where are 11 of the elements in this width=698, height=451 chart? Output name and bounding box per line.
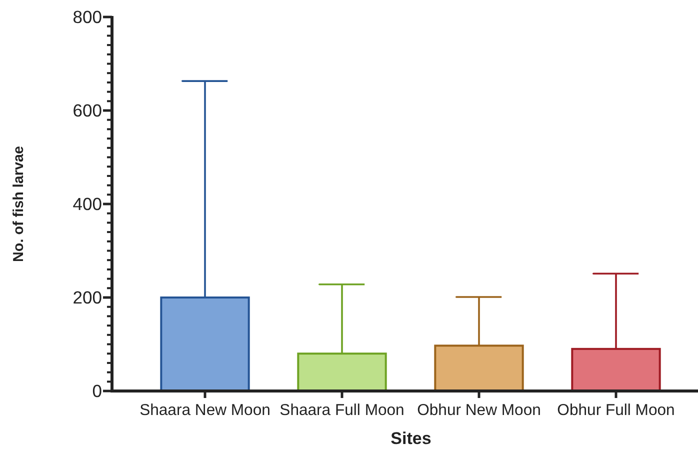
x-tick-label: Obhur New Moon xyxy=(417,402,541,419)
x-tick-label: Obhur Full Moon xyxy=(557,402,675,419)
y-tick-label: 600 xyxy=(72,100,102,121)
y-axis-title: No. of fish larvae xyxy=(11,146,27,262)
y-tick-label: 0 xyxy=(92,381,102,402)
y-tick-label: 400 xyxy=(72,194,102,214)
x-axis-title: Sites xyxy=(390,429,432,448)
x-tick-label: Shaara New Moon xyxy=(140,402,270,419)
y-tick-label: 800 xyxy=(72,7,102,28)
y-tick-label: 200 xyxy=(72,288,102,308)
x-tick-label: Shaara Full Moon xyxy=(280,402,404,419)
